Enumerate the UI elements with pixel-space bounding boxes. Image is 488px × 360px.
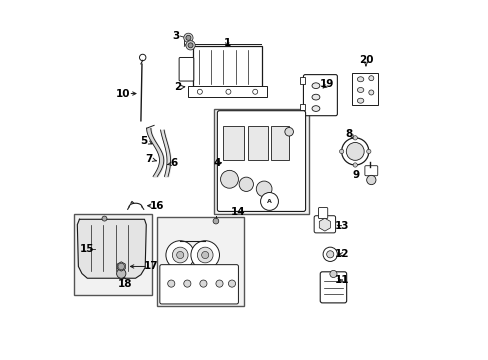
Text: 10: 10 [116, 89, 130, 99]
FancyBboxPatch shape [318, 207, 327, 219]
Ellipse shape [357, 77, 363, 82]
Circle shape [352, 136, 357, 140]
Circle shape [183, 280, 190, 287]
Ellipse shape [311, 94, 319, 100]
FancyBboxPatch shape [320, 272, 346, 303]
Circle shape [323, 247, 337, 261]
Text: 19: 19 [319, 79, 333, 89]
Circle shape [256, 181, 271, 197]
Text: 14: 14 [231, 207, 245, 217]
Circle shape [285, 127, 293, 136]
Circle shape [339, 149, 343, 154]
Text: 9: 9 [352, 170, 359, 180]
Circle shape [346, 143, 364, 160]
Circle shape [239, 177, 253, 192]
Circle shape [183, 33, 193, 42]
Circle shape [176, 251, 183, 258]
Circle shape [197, 247, 213, 263]
Bar [247, 126, 267, 160]
Text: 13: 13 [334, 221, 348, 231]
Text: 12: 12 [334, 249, 348, 259]
Text: 18: 18 [117, 279, 132, 289]
FancyBboxPatch shape [313, 216, 335, 233]
Circle shape [260, 193, 278, 210]
FancyBboxPatch shape [160, 265, 238, 304]
Text: 1: 1 [224, 38, 230, 48]
Text: 15: 15 [79, 244, 94, 253]
Circle shape [190, 241, 219, 269]
Bar [351, 73, 378, 105]
Circle shape [185, 41, 195, 50]
Circle shape [228, 280, 235, 287]
Circle shape [185, 35, 190, 40]
Circle shape [366, 149, 370, 154]
Ellipse shape [311, 106, 319, 111]
Text: 2: 2 [173, 82, 181, 92]
Bar [299, 77, 305, 84]
Bar [157, 217, 244, 306]
Circle shape [366, 175, 375, 185]
FancyBboxPatch shape [303, 75, 337, 116]
Circle shape [220, 170, 238, 188]
Circle shape [197, 89, 202, 94]
Circle shape [341, 138, 368, 165]
Text: 17: 17 [144, 261, 159, 271]
Ellipse shape [311, 83, 319, 89]
Circle shape [201, 251, 208, 258]
Text: 16: 16 [149, 201, 164, 211]
Bar [192, 46, 262, 87]
Bar [271, 126, 288, 160]
FancyBboxPatch shape [364, 166, 377, 176]
Text: A: A [266, 199, 271, 204]
Circle shape [116, 269, 125, 278]
Circle shape [326, 251, 333, 258]
Bar [74, 213, 152, 295]
Circle shape [102, 216, 107, 221]
Circle shape [167, 280, 175, 287]
Circle shape [118, 263, 124, 270]
Polygon shape [77, 219, 146, 278]
Circle shape [200, 280, 206, 287]
Text: 11: 11 [334, 275, 348, 285]
Circle shape [172, 247, 188, 263]
Bar [223, 126, 244, 160]
Circle shape [252, 89, 257, 94]
Circle shape [165, 241, 194, 269]
Circle shape [368, 76, 373, 81]
Text: 20: 20 [358, 55, 372, 65]
Text: 6: 6 [170, 158, 177, 168]
Circle shape [225, 89, 230, 94]
Text: 5: 5 [140, 136, 147, 147]
Circle shape [329, 270, 336, 278]
Circle shape [216, 280, 223, 287]
Text: 4: 4 [213, 158, 221, 168]
Ellipse shape [357, 87, 363, 93]
Bar [214, 109, 308, 214]
Bar [188, 86, 266, 97]
Ellipse shape [357, 98, 363, 103]
Bar [299, 104, 305, 111]
FancyBboxPatch shape [217, 111, 305, 211]
Circle shape [213, 218, 218, 224]
Circle shape [352, 163, 357, 167]
Text: 8: 8 [345, 129, 352, 139]
Circle shape [368, 90, 373, 95]
Text: 3: 3 [172, 31, 179, 41]
Text: 7: 7 [145, 154, 152, 164]
Circle shape [188, 43, 193, 48]
FancyBboxPatch shape [179, 58, 193, 81]
